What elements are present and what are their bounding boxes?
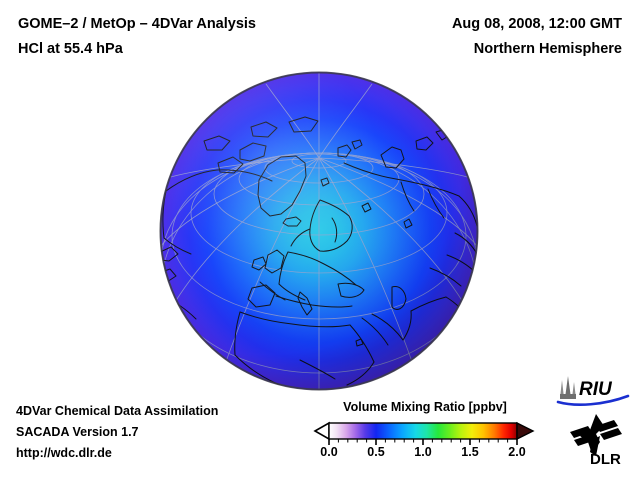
colorbar-ticks — [328, 439, 518, 445]
globe-limb — [159, 71, 479, 391]
colorbar-graphic — [313, 421, 535, 445]
colorbar-right-cap — [516, 421, 535, 441]
dlr-logo-text: DLR — [590, 451, 621, 468]
header-date: Aug 08, 2008, 12:00 GMT — [451, 16, 622, 32]
colorbar-title: Volume Mixing Ratio [ppbv] — [343, 400, 507, 414]
riu-tower-icon — [560, 376, 576, 399]
colorbar-tick-label: 0.5 — [367, 445, 385, 459]
riu-logo-text: RIU — [579, 379, 613, 400]
colorbar-left-cap — [313, 421, 330, 441]
colorbar-gradient — [328, 422, 518, 440]
header-title-line1: GOME–2 / MetOp – 4DVar Analysis — [18, 16, 256, 32]
footer-info-block: 4DVar Chemical Data Assimilation SACADA … — [16, 401, 218, 464]
riu-logo: RIU — [556, 374, 630, 413]
colorbar-tick-label: 2.0 — [508, 445, 526, 459]
header-title-block: GOME–2 / MetOp – 4DVar Analysis HCl at 5… — [18, 12, 256, 62]
dlr-logo-graphic: DLR — [570, 414, 622, 468]
footer-line-version: SACADA Version 1.7 — [16, 425, 139, 439]
riu-logo-graphic: RIU — [556, 376, 630, 406]
colorbar: Volume Mixing Ratio [ppbv] 0.0 0.5 1.0 1.5 2… — [312, 400, 536, 461]
colorbar-tick-labels: 0.0 0.5 1.0 1.5 2.0 — [312, 445, 536, 461]
riu-swoosh-icon — [556, 394, 630, 406]
colorbar-tick-label: 0.0 — [320, 445, 338, 459]
colorbar-tick-label: 1.5 — [461, 445, 479, 459]
dlr-mark-icon — [570, 414, 622, 456]
dlr-logo: DLR — [566, 412, 630, 473]
colorbar-tick-label: 1.0 — [414, 445, 432, 459]
colorbar-scale — [312, 420, 536, 445]
header-meta-block: Aug 08, 2008, 12:00 GMT Northern Hemisph… — [452, 12, 622, 62]
header-region: Northern Hemisphere — [473, 41, 622, 57]
footer-link-wdc[interactable]: http://wdc.dlr.de — [16, 446, 112, 460]
globe-shading — [160, 72, 478, 390]
header-title-line2: HCl at 55.4 hPa — [18, 41, 123, 57]
footer-line-assimilation: 4DVar Chemical Data Assimilation — [16, 404, 219, 418]
